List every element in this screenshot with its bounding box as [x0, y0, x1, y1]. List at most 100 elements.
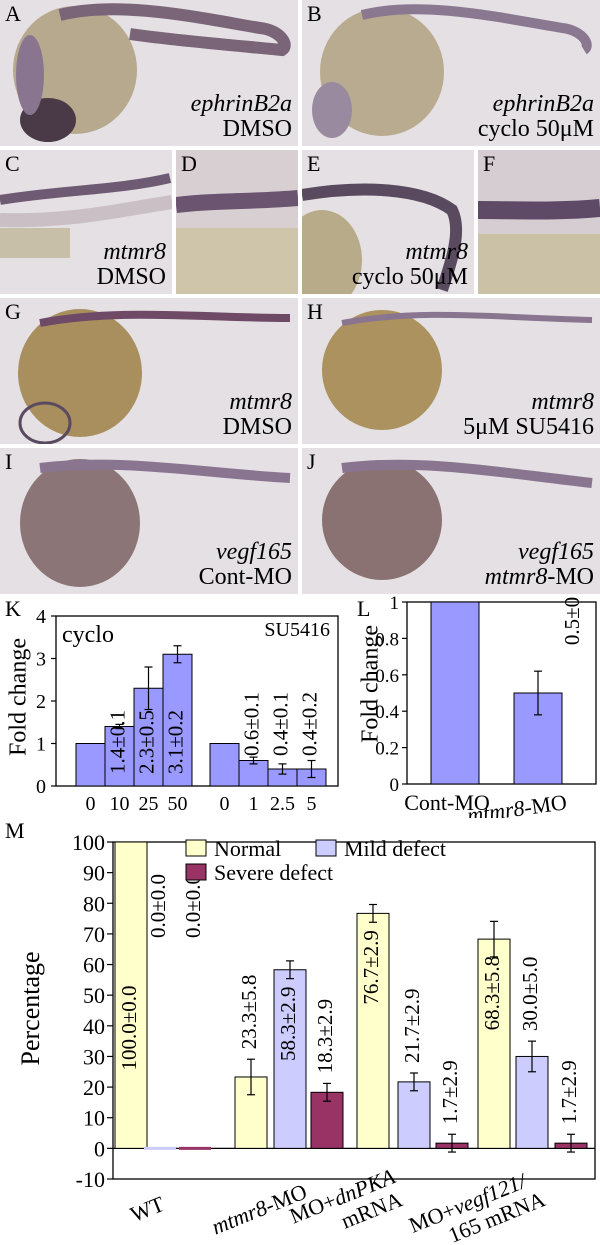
- caption-j: vegf165 mtmr8-MO: [484, 539, 594, 590]
- y-tick-label: 1: [36, 734, 46, 756]
- y-tick-label: 40: [83, 1014, 105, 1039]
- y-tick-label: 3: [36, 649, 46, 671]
- m-error-bar: [567, 1133, 575, 1153]
- embryo-image-d: [176, 150, 298, 294]
- y-tick-label: 60: [83, 953, 105, 978]
- x-tick-label: 5: [307, 793, 317, 815]
- group-label-su5416: SU5416: [264, 619, 330, 641]
- x-category-line: WT: [127, 1191, 169, 1227]
- y-tick-label: 80: [83, 891, 105, 916]
- y-axis-title: Fold change: [358, 625, 384, 743]
- caption-c: mtmr8 DMSO: [96, 239, 166, 290]
- m-data-label: 30.0±5.0: [518, 957, 542, 1032]
- y-axis-title: Fold change: [6, 638, 32, 756]
- m-bar-mild-defect: [515, 1055, 549, 1149]
- k-error-bar: [278, 763, 287, 775]
- y-tick-label: 0.2: [375, 739, 399, 760]
- embryo-image-f: [478, 150, 600, 294]
- legend-label-1: Mild defect: [344, 836, 446, 861]
- panel-b: B ephrinB2a cyclo 50μM: [302, 0, 600, 146]
- m-error-bar: [490, 920, 498, 958]
- m-bar-normal: [477, 938, 511, 1149]
- y-tick-label: 0.4: [375, 702, 399, 723]
- embryo-image-c: [0, 173, 172, 258]
- panel-f: F: [478, 150, 600, 294]
- m-error-bar: [247, 1058, 255, 1096]
- y-tick-label: 70: [83, 922, 105, 947]
- m-bar-mild-defect: [397, 1081, 431, 1149]
- panel-label-g: G: [5, 299, 21, 324]
- l-bar: [430, 601, 480, 785]
- y-tick-label: 90: [83, 861, 105, 886]
- legend-label-2: Severe defect: [214, 860, 333, 885]
- x-category-label: WT: [127, 1191, 169, 1227]
- legend-swatch-2: [185, 863, 207, 881]
- m-data-label: 58.3±2.9: [276, 986, 300, 1061]
- chart-m: M Percentage -10 0 10 20 30 40 50 60 70 80 90 100 100.…: [5, 818, 596, 1245]
- k-bar: [209, 743, 240, 787]
- embryo-image-i: [20, 459, 291, 587]
- y-tick-label: 20: [83, 1075, 105, 1100]
- x-tick-label: 10: [110, 793, 130, 815]
- k-error-bar: [115, 723, 124, 730]
- caption-i: vegf165 Cont-MO: [198, 539, 292, 590]
- y-tick-label: 0.8: [375, 629, 399, 650]
- panel-label-e: E: [307, 151, 321, 176]
- y-tick-label: 10: [83, 1106, 105, 1131]
- y-tick-label: -10: [76, 1167, 105, 1192]
- panel-label-b: B: [307, 1, 322, 26]
- y-tick-label: 0: [36, 776, 46, 798]
- legend-swatch-0: [185, 839, 207, 857]
- x-tick-label-mtmr8-mo: mtmr8-MO: [466, 789, 569, 818]
- x-tick-label-cont-mo: Cont-MO: [404, 790, 490, 815]
- m-error-bar: [448, 1133, 456, 1153]
- panel-label-j: J: [307, 449, 316, 474]
- y-tick-label: 30: [83, 1044, 105, 1069]
- y-axis-title: Percentage: [16, 951, 45, 1065]
- embryo-image-b: [312, 4, 592, 138]
- panel-h: H mtmr8 5μM SU5416: [302, 298, 600, 444]
- embryo-image-e: [302, 183, 463, 294]
- panel-i: I vegf165 Cont-MO: [0, 448, 298, 594]
- panel-label-c: C: [5, 151, 20, 176]
- panel-c: C mtmr8 DMSO: [0, 150, 172, 294]
- k-error-bar: [173, 645, 182, 664]
- k-bar: [238, 760, 269, 787]
- y-tick-label: 0.6: [375, 666, 399, 687]
- y-tick-label: 1: [390, 596, 400, 614]
- panel-label-l: L: [357, 596, 370, 621]
- x-tick-label: 0: [220, 793, 230, 815]
- k-bar: [75, 743, 106, 787]
- y-tick-label: 2: [36, 691, 46, 713]
- y-tick-label: 0: [390, 775, 400, 796]
- plot-frame: [112, 841, 596, 1180]
- k-data-label: 0.6±0.1: [239, 692, 263, 756]
- m-bar-normal: [114, 841, 148, 1149]
- k-data-label: 1.4±0.1: [105, 710, 129, 774]
- k-error-bar: [144, 666, 153, 711]
- panel-label-m: M: [5, 818, 25, 843]
- y-tick-label: 0: [94, 1136, 105, 1161]
- k-data-label: 0.4±0.2: [297, 692, 321, 756]
- k-data-label: 3.1±0.2: [163, 710, 187, 774]
- panel-d: D: [176, 150, 298, 294]
- m-data-label: 18.3±2.9: [313, 999, 337, 1074]
- y-tick-label: 4: [36, 606, 46, 628]
- plot-frame: [406, 601, 597, 785]
- k-error-bar: [249, 756, 258, 765]
- panel-label-d: D: [181, 151, 197, 176]
- x-tick-label: 0: [86, 793, 96, 815]
- m-bar-normal: [356, 912, 390, 1149]
- m-data-label: 68.3±5.8: [480, 956, 504, 1031]
- embryo-image-h: [322, 310, 593, 430]
- k-error-bar: [307, 759, 316, 779]
- embryo-image-a: [13, 3, 291, 142]
- embryo-image-g: [18, 309, 291, 444]
- m-error-bar: [286, 960, 294, 980]
- m-error-bar: [323, 1082, 331, 1102]
- panel-j: J vegf165 mtmr8-MO: [302, 448, 600, 594]
- y-tick-label: 50: [83, 983, 105, 1008]
- caption-h: mtmr8 5μM SU5416: [463, 389, 594, 440]
